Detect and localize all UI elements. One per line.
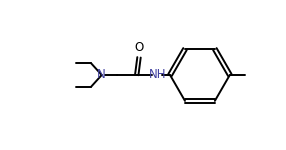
- Text: O: O: [134, 41, 144, 54]
- Text: N: N: [97, 69, 106, 81]
- Text: NH: NH: [148, 69, 166, 81]
